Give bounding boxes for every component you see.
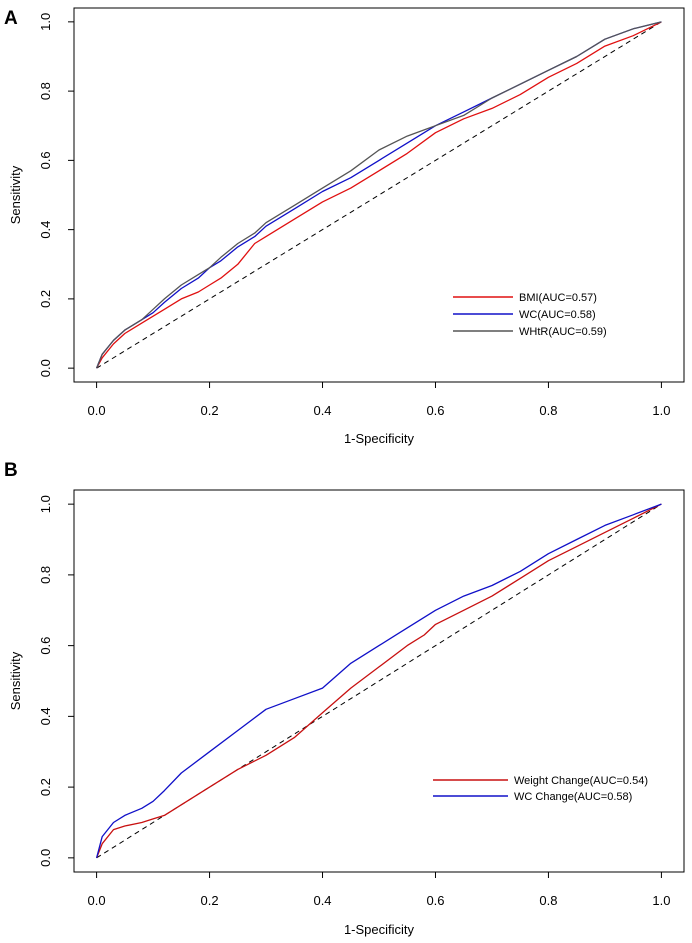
panel-b-legend-label: Weight Change(AUC=0.54) [514, 775, 648, 787]
panel-a-y-tick-label: 1.0 [38, 13, 53, 31]
panel-a-x-axis-title: 1-Specificity [344, 431, 415, 446]
panel-a-x-tick-label: 0.8 [539, 403, 557, 418]
panel-a-y-tick-label: 0.8 [38, 82, 53, 100]
panel-b-series-line-1 [95, 503, 662, 859]
panel-b-x-tick-label: 0.6 [426, 893, 444, 908]
panel-b-y-tick-label: 0.4 [38, 707, 53, 725]
panel-b-ticks: 0.0 0.2 0.4 0.6 0.8 1.0 0.0 0.2 0.4 0.6 0.8 1.0 [38, 495, 670, 908]
panel-a-legend-label: WHtR(AUC=0.59) [519, 326, 607, 338]
panel-b-x-tick-label: 0.0 [88, 893, 106, 908]
panel-b-x-tick-label: 0.8 [539, 893, 557, 908]
panel-label-b: B [4, 460, 18, 481]
panel-b-series-line-2 [95, 503, 662, 859]
panel-a-x-tick-label: 0.6 [426, 403, 444, 418]
panel-a-reference-diagonal [96, 21, 662, 369]
panel-b-y-tick-label: 0.8 [38, 566, 53, 584]
panel-a-series-line-1 [96, 21, 662, 369]
panel-b: B 0.0 0.2 0.4 0.6 0.8 1.0 0.0 0.2 0.4 0.6 0.8 1.0 1… [4, 460, 685, 937]
panel-b-y-tick-label: 0.0 [38, 849, 53, 867]
panel-a-legend-label: BMI(AUC=0.57) [519, 292, 597, 304]
panel-b-x-tick-label: 1.0 [652, 893, 670, 908]
panel-a-series-line-3 [95, 21, 662, 369]
panel-label-a: A [4, 8, 18, 29]
panel-a-x-tick-label: 0.2 [201, 403, 219, 418]
panel-a-y-tick-label: 0.6 [38, 151, 53, 169]
panel-a-ticks: 0.0 0.2 0.4 0.6 0.8 1.0 0.0 0.2 0.4 0.6 0.8 1.0 [38, 13, 670, 418]
panel-a-reference [96, 21, 662, 369]
panel-b-y-tick-label: 1.0 [38, 495, 53, 513]
panel-a: A 0.0 0.2 0.4 0.6 0.8 1.0 0.0 0.2 0.4 0.6 0.8 1.0 1… [4, 7, 685, 446]
panel-a-x-tick-label: 1.0 [652, 403, 670, 418]
panel-b-legend: Weight Change(AUC=0.54) WC Change(AUC=0.5… [429, 771, 661, 807]
panel-b-y-tick-label: 0.6 [38, 637, 53, 655]
panel-b-y-tick-label: 0.2 [38, 778, 53, 796]
panel-a-legend: BMI(AUC=0.57) WC(AUC=0.58) WHtR(AUC=0.59) [449, 288, 631, 342]
panel-a-y-tick-label: 0.4 [38, 221, 53, 239]
panel-b-series [95, 503, 662, 859]
panel-a-x-tick-label: 0.0 [88, 403, 106, 418]
panel-b-y-axis-title: Sensitivity [8, 651, 23, 710]
panel-b-plot-frame [73, 489, 685, 873]
panel-a-y-axis-title: Sensitivity [8, 165, 23, 224]
panel-a-legend-label: WC(AUC=0.58) [519, 309, 596, 321]
panel-a-plot-frame [73, 7, 685, 383]
panel-a-y-tick-label: 0.0 [38, 359, 53, 377]
panel-a-y-tick-label: 0.2 [38, 290, 53, 308]
panel-a-x-tick-label: 0.4 [313, 403, 331, 418]
panel-b-x-tick-label: 0.2 [201, 893, 219, 908]
panel-b-legend-label: WC Change(AUC=0.58) [514, 791, 632, 803]
panel-a-series [95, 21, 662, 369]
panel-b-legend-box [429, 771, 661, 807]
panel-b-x-axis-title: 1-Specificity [344, 922, 415, 937]
panel-b-x-tick-label: 0.4 [313, 893, 331, 908]
